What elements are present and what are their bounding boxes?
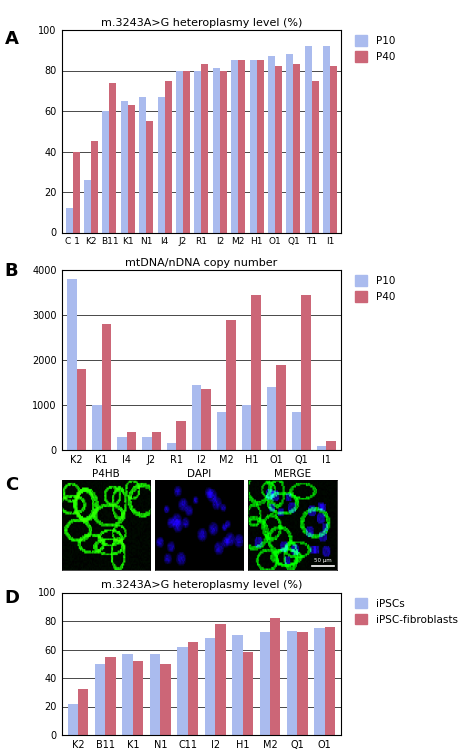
Bar (177, 646, 188, 735)
Text: D: D (5, 589, 20, 607)
Bar (275, 67, 282, 232)
Bar (205, 638, 215, 735)
Title: mtDNA/nDNA copy number: mtDNA/nDNA copy number (125, 258, 278, 268)
Bar (326, 441, 336, 450)
Bar (84, 180, 91, 232)
Bar (68, 704, 78, 735)
Bar (267, 387, 276, 450)
Text: A: A (5, 30, 18, 48)
Bar (325, 627, 335, 735)
Bar (220, 70, 227, 232)
Bar (176, 421, 186, 450)
Bar (312, 81, 319, 232)
Bar (297, 632, 308, 735)
Bar (268, 56, 275, 232)
Bar (160, 664, 171, 735)
Legend: P10, P40: P10, P40 (355, 275, 395, 302)
Bar (323, 46, 330, 232)
Bar (293, 64, 301, 232)
Bar (121, 101, 128, 232)
Bar (109, 82, 117, 232)
Bar (73, 152, 80, 232)
Bar (188, 642, 198, 735)
Title: DAPI: DAPI (187, 470, 211, 479)
Bar (91, 141, 98, 232)
Bar (150, 654, 160, 735)
Title: m.3243A>G heteroplasmy level (%): m.3243A>G heteroplasmy level (%) (101, 580, 302, 590)
Text: B: B (5, 262, 18, 280)
Bar (78, 689, 89, 735)
Bar (251, 295, 261, 450)
Bar (270, 618, 281, 735)
Bar (201, 389, 211, 450)
Bar (146, 121, 153, 232)
Bar (194, 70, 201, 232)
Bar (152, 432, 161, 450)
Bar (164, 81, 172, 232)
Text: 50 μm: 50 μm (313, 558, 331, 563)
Bar (101, 324, 111, 450)
Bar (215, 624, 226, 735)
Bar (256, 61, 264, 232)
Bar (227, 320, 236, 450)
Bar (183, 70, 190, 232)
Bar (317, 446, 326, 450)
Bar (292, 412, 301, 450)
Bar (117, 436, 127, 450)
Bar (106, 657, 116, 735)
Bar (213, 68, 220, 232)
Bar (301, 295, 311, 450)
Bar (330, 67, 337, 232)
Bar (276, 364, 286, 450)
Bar (201, 64, 209, 232)
Bar (260, 632, 270, 735)
Bar (158, 97, 164, 232)
Bar (67, 279, 77, 450)
Bar (127, 432, 136, 450)
Bar (287, 631, 297, 735)
Legend: P10, P40: P10, P40 (355, 35, 395, 62)
Bar (192, 385, 201, 450)
Title: m.3243A>G heteroplasmy level (%): m.3243A>G heteroplasmy level (%) (101, 18, 302, 28)
Bar (250, 61, 256, 232)
Bar (176, 70, 183, 232)
Bar (242, 405, 251, 450)
Bar (122, 654, 133, 735)
Bar (232, 635, 243, 735)
Bar (77, 369, 86, 450)
Bar (92, 405, 101, 450)
Title: MERGE: MERGE (274, 470, 311, 479)
Text: C: C (5, 476, 18, 494)
Bar (66, 209, 73, 232)
Bar (217, 412, 227, 450)
Bar (286, 54, 293, 232)
Bar (305, 46, 312, 232)
Title: P4HB: P4HB (92, 470, 120, 479)
Bar (95, 664, 106, 735)
Legend: iPSCs, iPSC-fibroblasts: iPSCs, iPSC-fibroblasts (355, 598, 458, 625)
Bar (243, 652, 253, 735)
Bar (231, 61, 238, 232)
Bar (238, 61, 245, 232)
Bar (102, 111, 109, 232)
Bar (167, 443, 176, 450)
Bar (139, 97, 146, 232)
Bar (133, 661, 143, 735)
Bar (314, 628, 325, 735)
Bar (128, 105, 135, 232)
Bar (142, 437, 152, 450)
